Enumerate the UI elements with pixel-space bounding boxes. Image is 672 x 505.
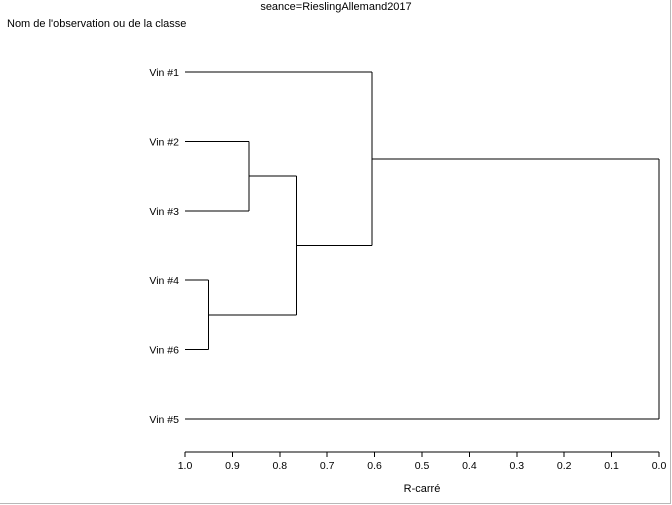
- x-tick-label-0-3: 0.3: [509, 460, 524, 472]
- x-tick-label-0-1: 0.1: [604, 460, 619, 472]
- x-tick-label-0-8: 0.8: [272, 460, 287, 472]
- chart-title: seance=RieslingAllemand2017: [260, 1, 412, 13]
- x-tick-label-0-2: 0.2: [557, 460, 572, 472]
- leaf-label-vin-2: Vin #2: [149, 136, 179, 148]
- observation-heading: Nom de l'observation ou de la classe: [7, 18, 187, 30]
- x-tick-label-0-5: 0.5: [415, 460, 430, 472]
- x-tick-label-0-0: 0.0: [652, 460, 667, 472]
- x-tick-label-0-9: 0.9: [225, 460, 240, 472]
- leaf-label-vin-4: Vin #4: [149, 275, 179, 287]
- x-tick-label-1-0: 1.0: [178, 460, 193, 472]
- x-axis-label: R-carré: [403, 483, 441, 495]
- x-tick-label-0-7: 0.7: [320, 460, 335, 472]
- leaf-label-vin-1: Vin #1: [149, 67, 179, 79]
- leaf-label-vin-3: Vin #3: [149, 206, 179, 218]
- x-tick-label-0-4: 0.4: [462, 460, 477, 472]
- leaf-label-vin-5: Vin #5: [149, 414, 179, 426]
- leaf-label-vin-6: Vin #6: [149, 345, 179, 357]
- x-tick-label-0-6: 0.6: [367, 460, 382, 472]
